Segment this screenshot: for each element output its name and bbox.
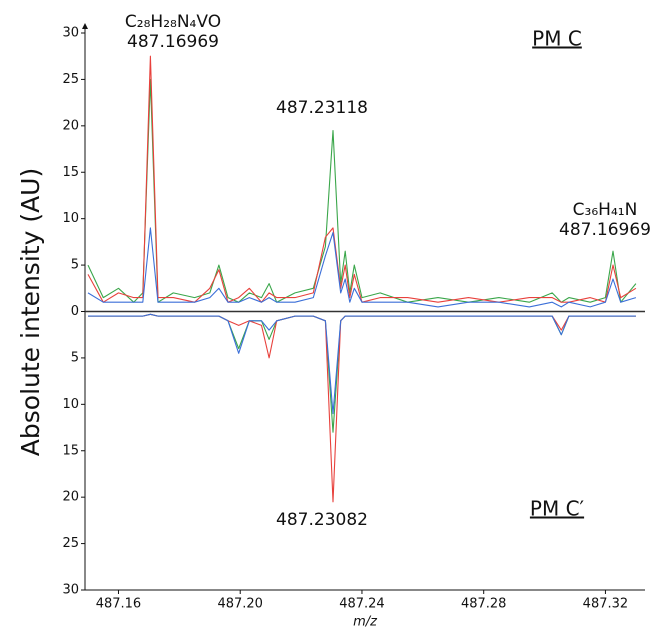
mass-label: 487.16969: [559, 220, 651, 240]
y-axis-label: Absolute intensity (AU): [16, 168, 45, 456]
y-tick-label: 25: [62, 536, 79, 551]
y-tick-label: 5: [71, 350, 79, 365]
y-tick-label: 20: [62, 490, 79, 505]
x-tick-label: 487.32: [583, 597, 629, 612]
spectrum-line: [87, 227, 637, 308]
x-tick-label: 487.28: [461, 597, 507, 612]
y-tick-label: 5: [71, 258, 79, 273]
panel-label: PM C′: [530, 497, 585, 521]
x-tick-label: 487.24: [339, 597, 385, 612]
y-tick-label: 15: [62, 443, 79, 458]
panel-label: PM C: [532, 27, 582, 51]
y-tick-label: 20: [62, 118, 79, 133]
spectrum-line: [88, 313, 636, 415]
spectrum-line: [87, 55, 637, 303]
y-tick-label: 30: [62, 583, 79, 598]
y-tick-label: 15: [62, 165, 79, 180]
mass-label: 487.23118: [276, 98, 368, 118]
x-tick-label: 487.20: [217, 597, 263, 612]
mass-label: 487.23082: [276, 510, 368, 530]
y-tick-label: 10: [62, 397, 79, 412]
mass-label: 487.16969: [127, 32, 219, 52]
x-tick-label: 487.16: [96, 597, 142, 612]
formula: C₂₈H₂₈N₄VO: [125, 12, 221, 32]
y-tick-label: 10: [62, 211, 79, 226]
y-tick-label: 25: [62, 72, 79, 87]
y-tick-label: 0: [71, 304, 79, 319]
spectrum-line: [88, 313, 636, 503]
y-axis-arrow: [82, 23, 88, 29]
formula: C₃₆H₄₁N: [573, 200, 638, 220]
x-axis-label: m/z: [353, 615, 378, 630]
y-tick-label: 30: [62, 26, 79, 41]
spectrum-line: [88, 313, 636, 433]
